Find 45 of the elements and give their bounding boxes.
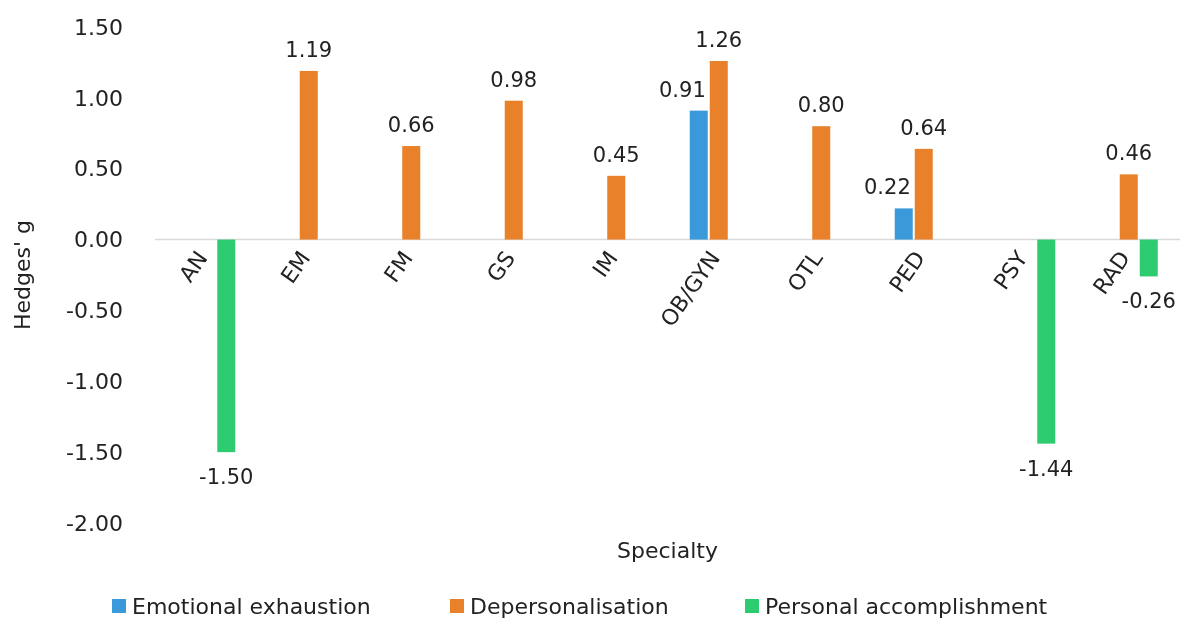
data-label: -1.44: [1019, 456, 1074, 481]
bar: [217, 239, 236, 453]
x-axis-title: Specialty: [617, 538, 718, 563]
x-tick-label: GS: [481, 246, 521, 287]
bar: [914, 148, 933, 240]
x-tick-label: OTL: [782, 245, 829, 297]
data-label: 0.98: [490, 67, 538, 92]
x-tick-label: AN: [174, 246, 213, 287]
y-tick-label: -1.50: [66, 439, 123, 465]
y-axis-title: Hedges' g: [10, 219, 35, 331]
bar: [812, 126, 831, 240]
bar: [504, 100, 523, 240]
data-label: 0.66: [387, 113, 435, 138]
y-tick-label: 1.50: [74, 14, 123, 40]
y-tick-label: -0.50: [66, 298, 123, 324]
data-label: -0.26: [1121, 289, 1176, 314]
x-tick-label: IM: [587, 246, 623, 282]
bar: [607, 175, 626, 240]
data-label: -1.50: [199, 465, 254, 490]
data-label: 0.91: [658, 77, 706, 102]
data-label: 0.45: [592, 142, 640, 167]
y-tick-label: 0.00: [74, 227, 123, 253]
legend-label: Personal accomplishment: [765, 593, 1048, 619]
y-tick-label: 1.00: [74, 85, 123, 111]
bar: [402, 146, 421, 240]
bar: [894, 208, 913, 240]
data-label: 0.46: [1105, 141, 1153, 166]
legend-label: Depersonalisation: [470, 593, 669, 619]
data-label: 0.80: [797, 93, 845, 118]
bar: [1139, 239, 1158, 277]
x-tick-label: FM: [379, 246, 418, 287]
y-tick-label: -1.00: [66, 368, 123, 394]
legend-label: Emotional exhaustion: [132, 593, 371, 619]
data-label: 1.26: [695, 28, 743, 53]
data-label: 1.19: [285, 37, 333, 62]
y-tick-label: 0.50: [74, 156, 123, 182]
bar: [709, 61, 728, 240]
data-label: 0.22: [863, 175, 911, 200]
bar: [299, 70, 318, 240]
bar: [1037, 239, 1056, 444]
y-tick-label: -2.00: [66, 510, 123, 536]
data-label: 0.64: [900, 115, 948, 140]
bar: [1119, 174, 1138, 240]
bar: [689, 110, 708, 240]
x-tick-label: EM: [275, 246, 316, 288]
